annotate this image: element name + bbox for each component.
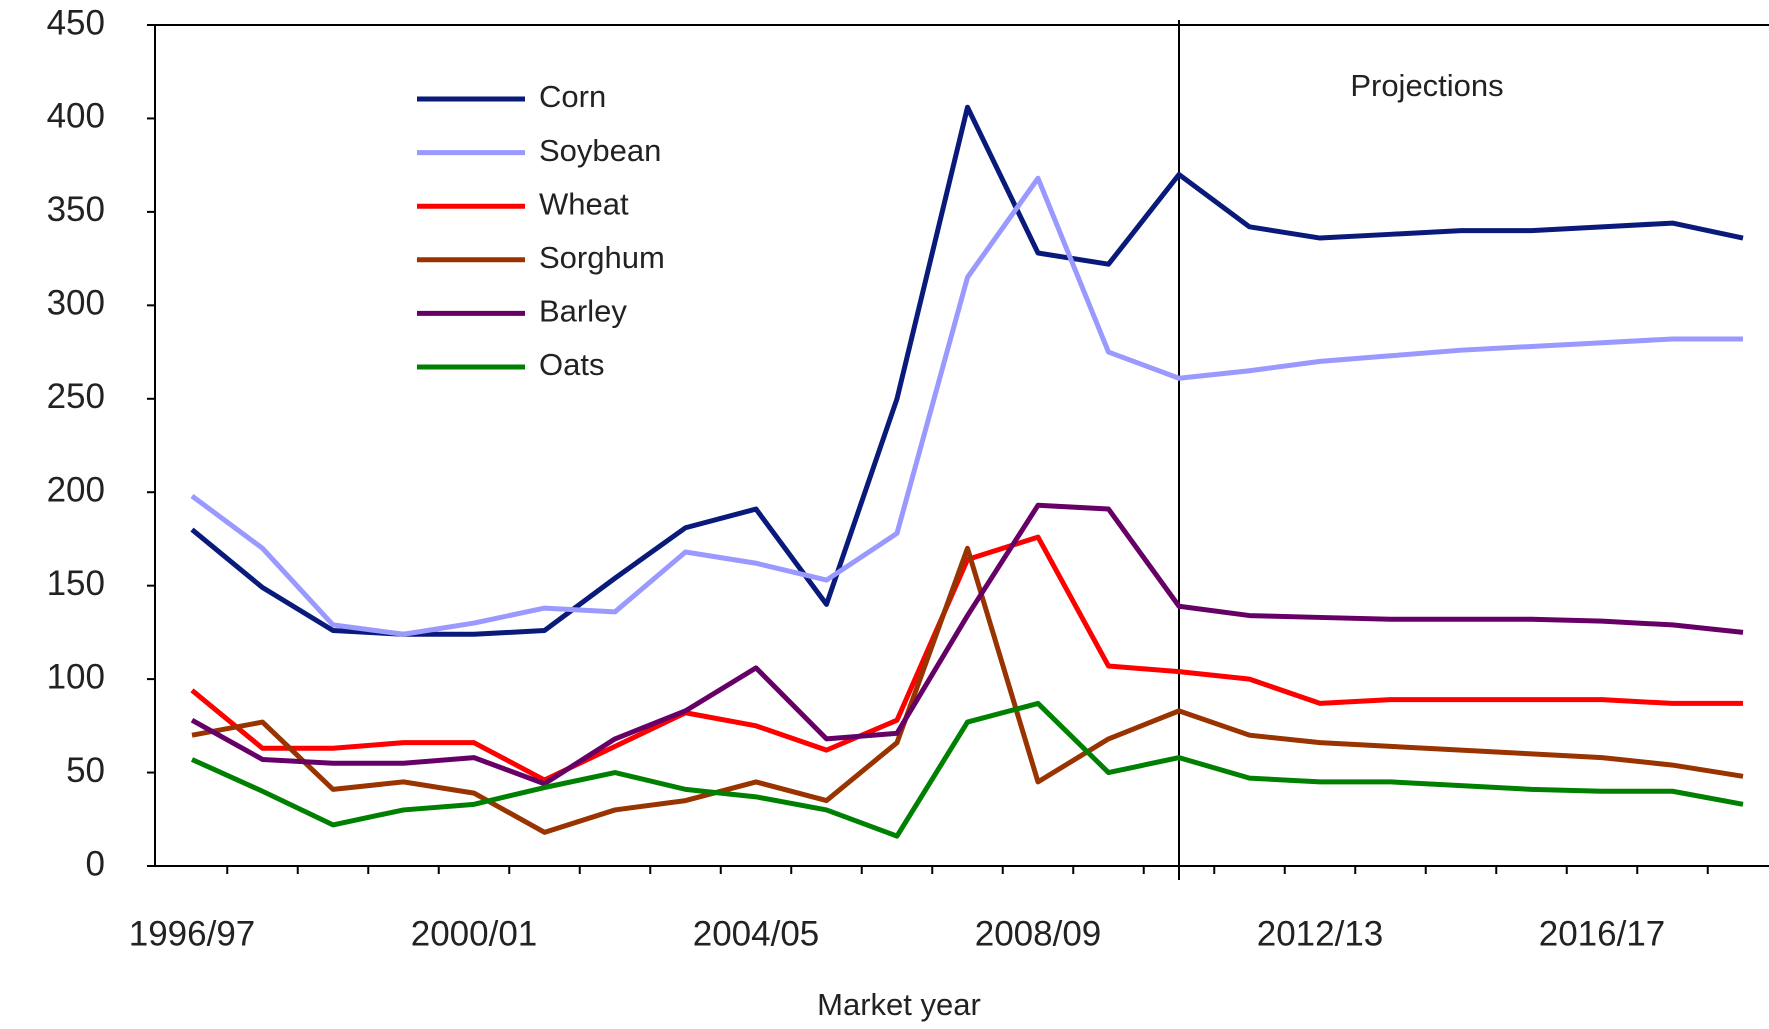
x-tick-label: 2012/13	[1257, 914, 1384, 953]
series-line	[190, 700, 1744, 839]
y-tick-label: 100	[47, 657, 105, 696]
legend-label: Sorghum	[539, 240, 665, 275]
legend-label: Wheat	[539, 186, 629, 221]
legend-label: Oats	[539, 347, 604, 382]
series-line	[190, 104, 1744, 637]
x-tick-label: 1996/97	[129, 914, 256, 953]
legend-label: Barley	[539, 294, 627, 329]
y-tick-label: 250	[47, 377, 105, 416]
series-line	[190, 534, 1743, 783]
series-line	[190, 175, 1743, 637]
series-line	[191, 545, 1744, 835]
y-tick-label: 400	[47, 97, 105, 136]
y-tick-label: 50	[66, 751, 105, 790]
annotation: Projections	[1350, 68, 1503, 103]
legend-label: Soybean	[539, 133, 661, 168]
y-tick-label: 350	[47, 190, 105, 229]
x-tick-label: 2000/01	[411, 914, 538, 953]
y-tick-label: 150	[47, 564, 105, 603]
legend-label: Corn	[539, 79, 606, 114]
series-line	[190, 502, 1744, 787]
y-tick-label: 450	[47, 3, 105, 42]
x-tick-label: 2016/17	[1539, 914, 1666, 953]
x-tick-label: 2004/05	[693, 914, 820, 953]
y-tick-label: 300	[47, 284, 105, 323]
y-tick-label: 200	[47, 470, 105, 509]
y-tick-label: 0	[86, 844, 105, 883]
x-axis-label: Market year	[817, 987, 981, 1022]
x-tick-label: 2008/09	[975, 914, 1102, 953]
